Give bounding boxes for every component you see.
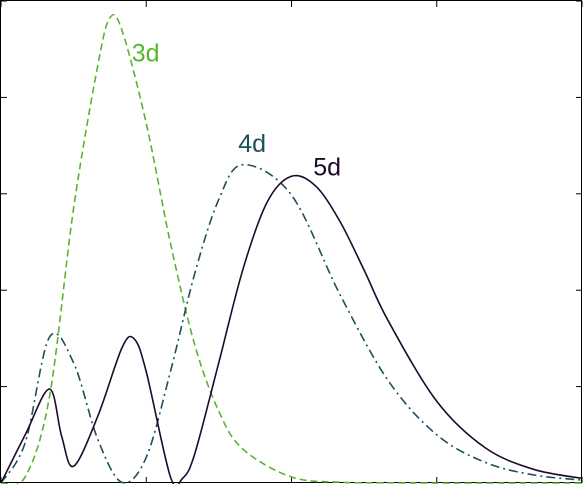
series-line-4d [0, 163, 583, 484]
series-group [0, 13, 583, 484]
series-line-5d [0, 174, 583, 484]
series-label-3d: 3d [132, 40, 160, 68]
series-labels: 3d 4d 5d [132, 40, 341, 182]
series-label-4d: 4d [238, 130, 266, 158]
series-label-5d: 5d [313, 153, 341, 181]
series-line-3d [0, 13, 582, 484]
